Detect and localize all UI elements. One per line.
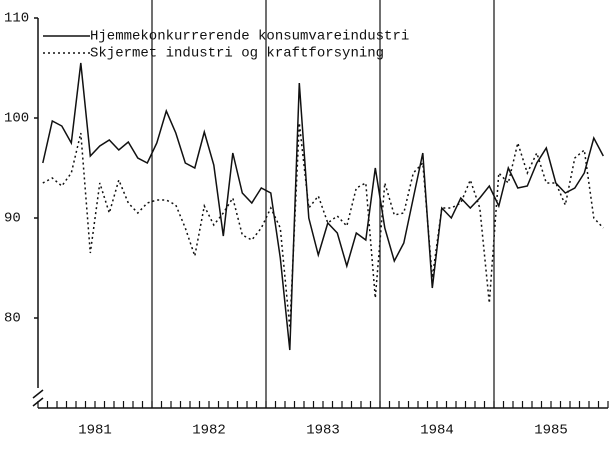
- y-tick-label: 100: [4, 111, 29, 127]
- y-tick-label: 90: [4, 211, 21, 227]
- legend-label: Hjemmekonkurrerende konsumvareindustri: [90, 29, 409, 45]
- x-tick-label: 1982: [192, 423, 226, 439]
- y-tick-label: 80: [4, 311, 21, 327]
- series-line: [42, 62, 604, 351]
- x-tick-label: 1985: [534, 423, 568, 439]
- x-tick-label: 1981: [78, 423, 112, 439]
- axis-break: [32, 389, 44, 399]
- x-tick-label: 1984: [420, 423, 454, 439]
- y-tick-label: 110: [4, 11, 29, 27]
- legend-label: Skjermet industri og kraftforsyning: [90, 46, 384, 62]
- series-line: [42, 122, 604, 329]
- x-tick-label: 1983: [306, 423, 340, 439]
